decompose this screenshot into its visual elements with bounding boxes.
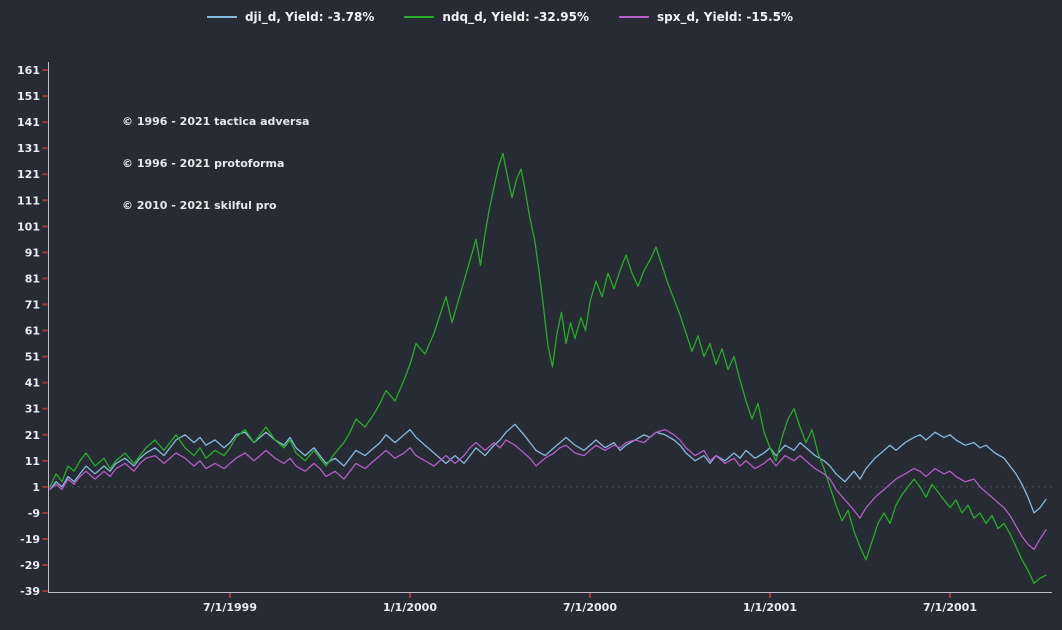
legend-item-ndq[interactable]: ndq_d, Yield: -32.95% bbox=[404, 10, 589, 24]
y-tick-label: 1 bbox=[32, 481, 40, 494]
x-tick-label: 1/1/2000 bbox=[383, 601, 437, 614]
y-tick-label: 81 bbox=[25, 272, 40, 285]
series-line-spx_d bbox=[49, 428, 1047, 551]
y-tick-label: 71 bbox=[25, 298, 40, 311]
legend-item-dji[interactable]: dji_d, Yield: -3.78% bbox=[206, 10, 375, 24]
y-tick-label: 151 bbox=[17, 90, 40, 103]
y-tick-label: 61 bbox=[25, 325, 40, 338]
legend-label-spx: spx_d, Yield: -15.5% bbox=[656, 10, 794, 24]
legend-line-swatch-dji bbox=[206, 16, 237, 18]
copyright-line-2: © 1996 - 2021 protoforma bbox=[122, 157, 285, 170]
series-line-dji_d bbox=[49, 423, 1047, 514]
x-tick-label: 7/1/2000 bbox=[563, 601, 617, 614]
y-tick-label: -39 bbox=[20, 585, 40, 598]
y-tick-label: 131 bbox=[17, 142, 40, 155]
y-tick-label: -29 bbox=[20, 559, 40, 572]
copyright-line-3: © 2010 - 2021 skilful pro bbox=[122, 199, 277, 212]
copyright-block: © 1996 - 2021 tactica adversa © 1996 - 2… bbox=[122, 87, 309, 241]
x-tick-label: 7/1/1999 bbox=[203, 601, 257, 614]
y-tick-label: 141 bbox=[17, 116, 40, 129]
series-line-ndq_d bbox=[49, 152, 1047, 584]
legend-label-dji: dji_d, Yield: -3.78% bbox=[244, 10, 375, 24]
x-tick-label: 1/1/2001 bbox=[743, 601, 797, 614]
legend-line-swatch-ndq bbox=[404, 16, 435, 18]
y-tick-label: 121 bbox=[17, 168, 40, 181]
y-tick-label: 91 bbox=[25, 246, 40, 259]
y-tick-label: 111 bbox=[17, 194, 40, 207]
y-tick-label: 41 bbox=[25, 377, 40, 390]
x-tick-label: 7/1/2001 bbox=[923, 601, 977, 614]
y-tick-label: 11 bbox=[25, 455, 40, 468]
y-tick-label: -19 bbox=[20, 533, 40, 546]
y-tick-label: 101 bbox=[17, 220, 40, 233]
y-tick-label: 31 bbox=[25, 403, 40, 416]
chart-legend: dji_d, Yield: -3.78% ndq_d, Yield: -32.9… bbox=[0, 10, 1000, 24]
copyright-line-1: © 1996 - 2021 tactica adversa bbox=[122, 115, 310, 128]
legend-label-ndq: ndq_d, Yield: -32.95% bbox=[442, 10, 589, 24]
y-tick-label: 51 bbox=[25, 351, 40, 364]
legend-line-swatch-spx bbox=[618, 16, 649, 18]
y-tick-label: 21 bbox=[25, 429, 40, 442]
y-tick-label: -9 bbox=[28, 507, 40, 520]
y-tick-label: 161 bbox=[17, 64, 40, 77]
legend-item-spx[interactable]: spx_d, Yield: -15.5% bbox=[618, 10, 794, 24]
